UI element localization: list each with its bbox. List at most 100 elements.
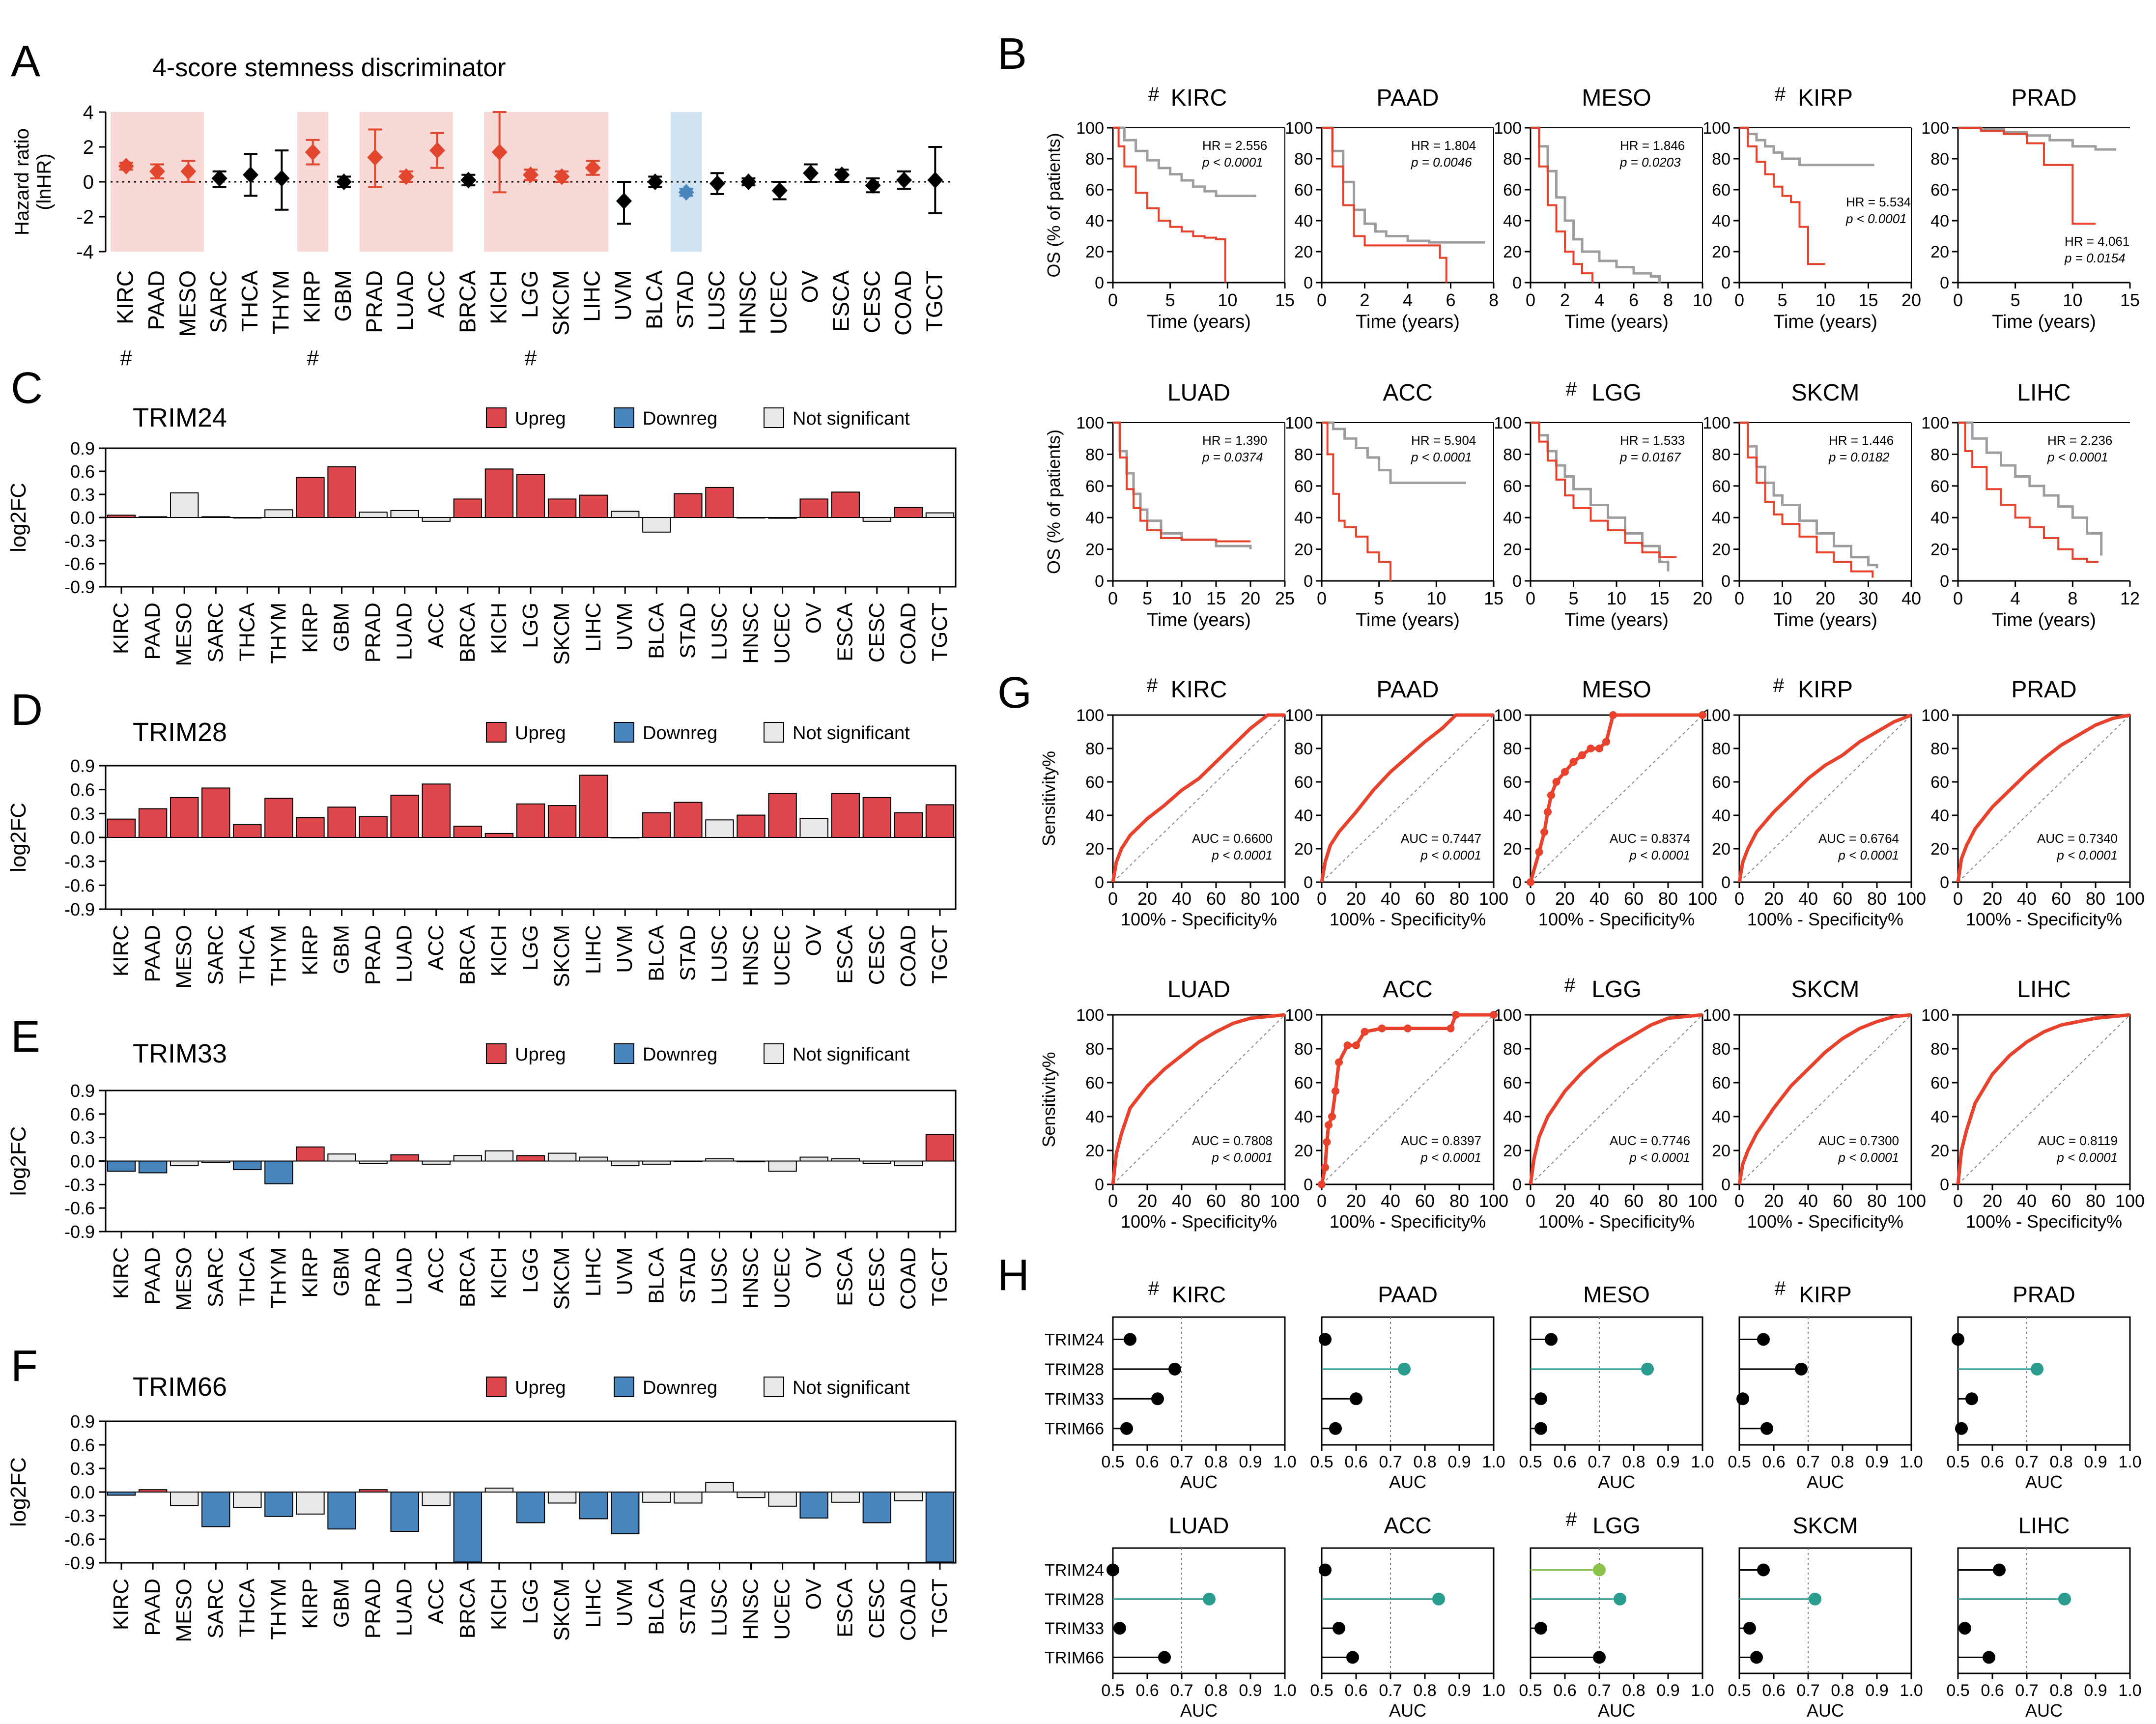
km-curve-high-risk bbox=[1113, 127, 1226, 283]
roc-point bbox=[1609, 711, 1617, 719]
bar bbox=[453, 1155, 482, 1162]
x-tick-label: 1.0 bbox=[1273, 1453, 1296, 1471]
x-tick-label: 0.6 bbox=[1135, 1681, 1159, 1700]
y-tick-label: 0 bbox=[1721, 572, 1730, 591]
category-label: KIRC bbox=[109, 925, 133, 977]
y-tick-label: 100 bbox=[1285, 414, 1313, 432]
y-tick-label: 20 bbox=[1930, 840, 1949, 859]
reference-diagonal bbox=[1321, 1014, 1494, 1185]
y-tick-label: 80 bbox=[1712, 740, 1730, 758]
category-label: COAD bbox=[896, 603, 920, 665]
p-value-label: p < 0.0001 bbox=[1845, 211, 1907, 226]
roc-curve bbox=[1956, 713, 2130, 883]
category-label: STAD bbox=[673, 270, 698, 329]
bar bbox=[170, 492, 199, 518]
y-tick-label: 100 bbox=[1921, 119, 1949, 138]
bar bbox=[674, 493, 703, 518]
x-tick-label: 1.0 bbox=[1691, 1453, 1714, 1471]
bar bbox=[296, 477, 325, 518]
reference-diagonal bbox=[1957, 715, 2130, 883]
category-label: THCA bbox=[235, 1578, 259, 1637]
bar bbox=[611, 837, 640, 838]
bar bbox=[611, 511, 640, 518]
y-tick-label: 100 bbox=[1285, 706, 1313, 725]
y-tick-label: 20 bbox=[1503, 1142, 1522, 1160]
y-tick-label: 40 bbox=[1712, 1108, 1730, 1126]
category-label: SARC bbox=[203, 1579, 227, 1638]
legend-swatch bbox=[764, 1377, 784, 1397]
bar bbox=[484, 1150, 514, 1162]
hazard-ratio-point bbox=[585, 159, 601, 176]
x-tick-label: 20 bbox=[1555, 889, 1575, 909]
x-tick-label: 1.0 bbox=[1900, 1681, 1923, 1700]
x-tick-label: 0.9 bbox=[1656, 1453, 1679, 1471]
category-label: GBM bbox=[330, 1247, 354, 1296]
bar bbox=[579, 1156, 608, 1162]
y-tick-label: 80 bbox=[1503, 740, 1522, 758]
category-label: LUSC bbox=[707, 925, 731, 982]
x-tick-label: 20 bbox=[1901, 290, 1921, 310]
x-axis-label: AUC bbox=[1598, 1700, 1635, 1721]
plot-title: SKCM bbox=[1791, 380, 1860, 406]
category-label: OV bbox=[797, 270, 823, 303]
y-tick-label: 80 bbox=[1503, 1040, 1522, 1059]
x-axis-label: Time (years) bbox=[1564, 610, 1669, 631]
y-tick-label: 20 bbox=[1712, 1142, 1730, 1160]
km-curve-high-risk bbox=[1531, 422, 1677, 558]
y-tick-label: 0.6 bbox=[70, 461, 95, 482]
x-tick-label: 40 bbox=[1172, 1191, 1191, 1211]
gene-label: TRIM28 bbox=[1045, 1360, 1104, 1379]
y-tick-label: -0.6 bbox=[64, 875, 95, 895]
y-tick-label: 0.6 bbox=[70, 780, 95, 800]
auc-plot-kirp: # KIRP 0.5 0.6 0.7 0.8 0.9 1.0 AUC bbox=[1728, 1278, 1923, 1492]
y-tick-label: 0.3 bbox=[70, 485, 95, 505]
x-tick-label: 0 bbox=[1108, 889, 1118, 909]
bar bbox=[390, 795, 419, 838]
x-tick-label: 0 bbox=[1108, 1191, 1118, 1211]
bar bbox=[516, 803, 545, 838]
hash-mark: # bbox=[120, 346, 132, 370]
x-tick-label: 0 bbox=[1953, 290, 1963, 310]
panel-e-trim33-chart: TRIM33 Upreg Downreg Not significant 0.9 0.6 0… bbox=[6, 1039, 957, 1311]
y-tick-label: 80 bbox=[1085, 445, 1104, 464]
y-tick-label: -0.6 bbox=[64, 1529, 95, 1550]
legend-swatch bbox=[486, 1043, 507, 1064]
category-label: COAD bbox=[896, 1247, 920, 1310]
y-tick-label: 20 bbox=[1930, 1142, 1949, 1160]
category-label: ESCA bbox=[828, 270, 853, 332]
plot-title: LGG bbox=[1592, 1513, 1640, 1538]
y-tick-label: 0 bbox=[1721, 873, 1730, 892]
lollipop-point bbox=[1965, 1392, 1978, 1406]
category-label: SKCM bbox=[550, 1579, 574, 1641]
bar bbox=[390, 510, 419, 518]
x-tick-label: 0.9 bbox=[2084, 1681, 2107, 1700]
category-label: SKCM bbox=[548, 270, 573, 336]
x-tick-label: 0.8 bbox=[1204, 1453, 1227, 1471]
category-label: PRAD bbox=[361, 925, 385, 985]
category-label: MESO bbox=[174, 270, 200, 337]
x-tick-label: 8 bbox=[2068, 588, 2077, 608]
roc-point bbox=[1321, 1163, 1329, 1172]
y-tick-label: 20 bbox=[1294, 243, 1313, 261]
x-tick-label: 0.6 bbox=[1344, 1681, 1367, 1700]
x-tick-label: 20 bbox=[1693, 588, 1712, 608]
x-tick-label: 40 bbox=[1172, 889, 1191, 909]
p-value-label: p < 0.0001 bbox=[1211, 1150, 1273, 1165]
x-tick-label: 40 bbox=[1381, 1191, 1400, 1211]
y-tick-label: 80 bbox=[1085, 1040, 1104, 1059]
bar bbox=[233, 1160, 262, 1171]
x-tick-label: 60 bbox=[1206, 889, 1226, 909]
x-tick-label: 0.7 bbox=[1170, 1681, 1193, 1700]
category-label: COAD bbox=[890, 270, 916, 336]
p-value-label: p < 0.0001 bbox=[1420, 1150, 1481, 1165]
plot-frame bbox=[1530, 1547, 1703, 1674]
y-tick-label: 40 bbox=[1085, 509, 1104, 527]
x-tick-label: 0.5 bbox=[1519, 1681, 1542, 1700]
roc-point bbox=[1343, 1041, 1352, 1050]
x-tick-label: 0.8 bbox=[1413, 1453, 1436, 1471]
category-label: LUSC bbox=[707, 1247, 731, 1305]
y-tick-label: 60 bbox=[1930, 477, 1949, 496]
category-label: PAAD bbox=[141, 603, 165, 660]
category-label: SARC bbox=[206, 270, 231, 333]
